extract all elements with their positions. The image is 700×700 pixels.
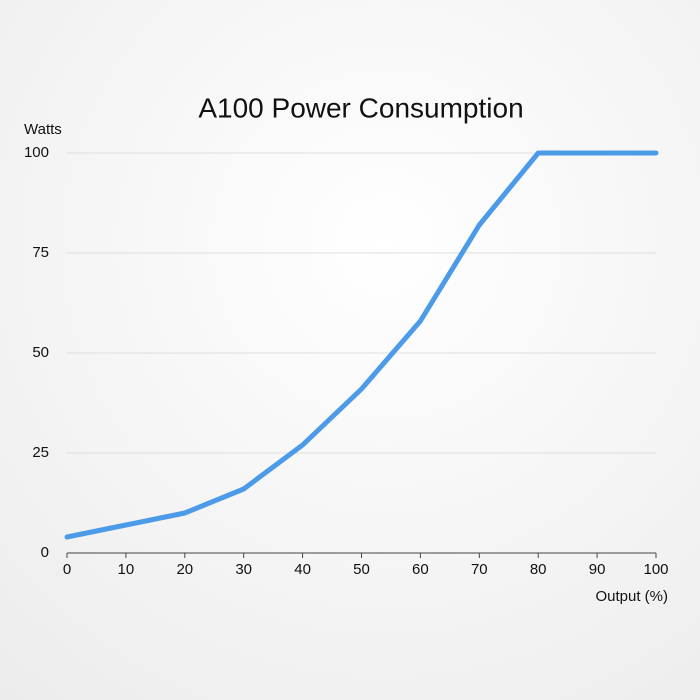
y-tick-label: 100: [24, 144, 49, 161]
x-tick-label: 0: [63, 561, 71, 578]
x-tick-label: 20: [176, 561, 193, 578]
y-tick-label: 25: [32, 444, 49, 461]
x-tick-label: 50: [353, 561, 370, 578]
x-tick-label: 40: [294, 561, 311, 578]
x-tick-label: 80: [530, 561, 547, 578]
x-tick-label: 30: [235, 561, 252, 578]
y-axis-label: Watts: [24, 121, 62, 138]
data-line: [64, 150, 659, 540]
x-axis-label: Output (%): [595, 588, 668, 605]
x-tick-label: 60: [412, 561, 429, 578]
y-tick-label: 50: [32, 344, 49, 361]
x-tick-label: 10: [118, 561, 135, 578]
x-tick-label: 70: [471, 561, 488, 578]
x-tick-label: 90: [589, 561, 606, 578]
x-tick-label: 100: [643, 561, 668, 578]
y-tick-label: 0: [41, 544, 49, 561]
y-tick-label: 75: [32, 244, 49, 261]
chart-title: A100 Power Consumption: [198, 92, 523, 123]
